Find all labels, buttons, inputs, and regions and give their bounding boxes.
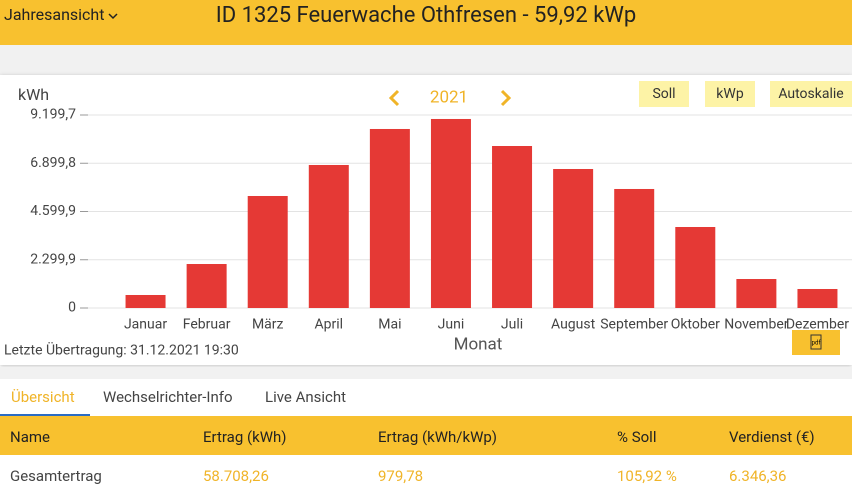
chart-panel: kWh 2021 Monat Letzte Übertragung: 31.12… <box>0 75 852 365</box>
view-select[interactable]: Jahresansicht <box>4 5 118 24</box>
bar <box>125 294 166 308</box>
x-tick-label: Februar <box>183 317 231 333</box>
y-tick-label: 4.599,9 <box>30 203 76 219</box>
tab[interactable]: Wechselrichter-Info <box>103 388 233 406</box>
header: Jahresansicht ID 1325 Feuerwache Othfres… <box>0 0 852 45</box>
chevron <box>108 13 118 19</box>
table-cell: 58.708,26 <box>203 467 269 485</box>
bar <box>614 188 655 308</box>
autoscale-button[interactable]: Autoskalie <box>770 81 852 107</box>
soll-button[interactable]: Soll <box>639 81 689 107</box>
bar <box>736 279 777 308</box>
pdf-button[interactable]: pdf <box>792 330 840 355</box>
tab-bar: Übersicht Wechselrichter-Info Live Ansic… <box>0 378 852 417</box>
column-header: Name <box>10 428 50 446</box>
year: 2021 <box>430 87 468 107</box>
table-cell: Gesamtertrag <box>10 467 102 485</box>
y-tick-label: 2.299,9 <box>30 251 76 267</box>
bar <box>369 128 410 308</box>
y-tick-label: 0 <box>68 300 76 316</box>
x-tick-label: Januar <box>124 317 167 333</box>
spacer <box>0 367 852 379</box>
x-tick-label: August <box>551 317 596 333</box>
column-header: % Soll <box>617 428 657 446</box>
x-tick-label: April <box>315 317 344 333</box>
x-tick-label: September <box>600 317 668 333</box>
x-tick-label: Mai <box>378 317 401 333</box>
x-tick-label: Juli <box>501 317 523 333</box>
bar <box>797 288 838 308</box>
view-label: Jahresansicht <box>4 5 105 24</box>
prev-year[interactable] <box>388 89 400 107</box>
y-tick-label: 6.899,8 <box>30 155 76 171</box>
column-header: Ertrag (kWh) <box>203 428 287 446</box>
bar <box>186 264 227 308</box>
tab-label: Übersicht <box>11 388 75 406</box>
x-tick-label: Oktober <box>671 317 720 333</box>
table-header <box>0 416 852 455</box>
y-axis-label: kWh <box>18 85 49 104</box>
table-cell: 105,92 % <box>617 467 677 485</box>
x-tick-label: Dezember <box>786 317 849 333</box>
table-cell: 979,78 <box>378 467 424 485</box>
bar <box>430 118 471 308</box>
x-tick-label: November <box>724 317 789 333</box>
column-header: Ertrag (kWh/kWp) <box>378 428 498 446</box>
next-year[interactable] <box>500 89 512 107</box>
x-tick-label: März <box>252 317 284 333</box>
x-tick-label: Juni <box>438 317 465 333</box>
last-transmission: Letzte Übertragung: 31.12.2021 19:30 <box>4 342 239 359</box>
bar <box>247 195 288 308</box>
pdf-icon: pdf <box>810 334 822 350</box>
tab[interactable]: Live Ansicht <box>265 388 347 406</box>
column-header: Verdienst (€) <box>729 428 815 446</box>
chart: kWh 2021 Monat Letzte Übertragung: 31.12… <box>4 85 852 359</box>
y-tick-label: 9.199,7 <box>30 107 76 123</box>
tab-active[interactable]: Übersicht <box>0 378 90 416</box>
table-cell: 6.346,36 <box>729 467 787 485</box>
kwp-button[interactable]: kWp <box>705 81 755 107</box>
x-axis-label: Monat <box>454 334 503 354</box>
bar <box>675 227 716 308</box>
bar <box>492 146 533 308</box>
svg-text:pdf: pdf <box>812 340 822 347</box>
spacer <box>0 45 852 75</box>
page-title: ID 1325 Feuerwache Othfresen - 59,92 kWp <box>215 3 637 28</box>
bar <box>308 164 349 308</box>
bar <box>553 168 594 308</box>
